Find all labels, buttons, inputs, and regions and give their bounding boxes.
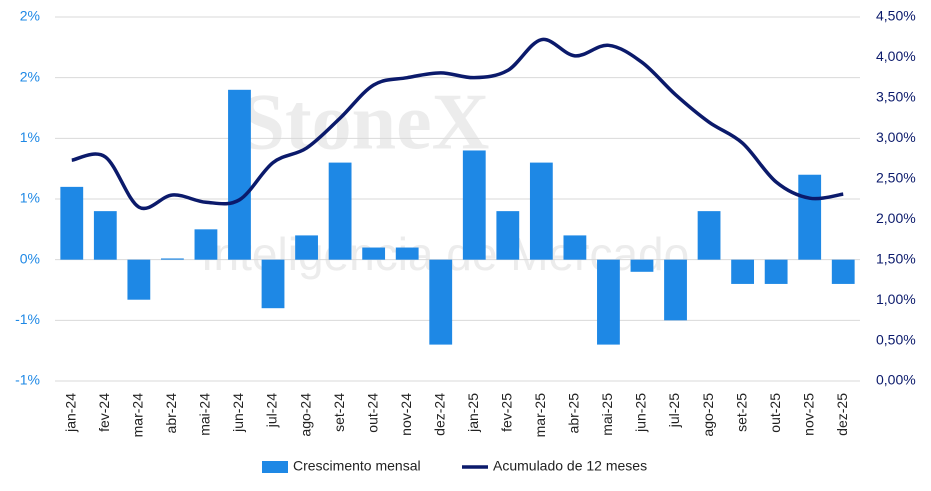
- y2-tick-label: 3,00%: [876, 129, 916, 145]
- bar: [563, 235, 587, 260]
- y-tick-label: 1%: [20, 190, 40, 206]
- y-tick-label: 0%: [20, 250, 40, 266]
- bar: [228, 89, 251, 260]
- bar: [731, 259, 755, 284]
- bar: [429, 259, 453, 345]
- x-tick-label: fev-25: [499, 393, 515, 432]
- bar: [798, 174, 822, 260]
- legend-label: Acumulado de 12 meses: [493, 458, 647, 474]
- legend-label: Crescimento mensal: [293, 458, 421, 474]
- x-tick-label: mai-25: [599, 393, 615, 436]
- x-tick-label: set-25: [733, 393, 749, 432]
- y-tick-label: 1%: [20, 129, 40, 145]
- y2-tick-label: 0,00%: [876, 372, 916, 388]
- x-tick-label: abr-25: [566, 393, 582, 434]
- x-tick-label: jun-25: [633, 393, 649, 433]
- x-tick-label: dez-25: [834, 393, 850, 436]
- x-tick-label: set-24: [331, 393, 347, 432]
- bar: [127, 259, 151, 300]
- bar: [664, 259, 687, 321]
- x-tick-label: fev-24: [96, 393, 112, 432]
- bar: [697, 211, 721, 260]
- bar: [462, 150, 486, 260]
- y-tick-label: -1%: [15, 372, 40, 388]
- y2-tick-label: 2,00%: [876, 210, 916, 226]
- y-tick-label: 2%: [20, 68, 40, 84]
- x-tick-label: jun-24: [230, 393, 246, 433]
- x-tick-label: mar-24: [130, 393, 146, 438]
- y2-tick-label: 4,00%: [876, 48, 916, 64]
- bar: [831, 259, 855, 284]
- x-tick-label: jul-24: [264, 393, 280, 428]
- x-tick-label: jul-25: [666, 393, 682, 428]
- y2-tick-label: 2,50%: [876, 169, 916, 185]
- y2-tick-label: 1,00%: [876, 291, 916, 307]
- bar: [764, 259, 788, 284]
- bar: [60, 186, 84, 260]
- x-tick-label: mar-25: [532, 393, 548, 438]
- y-tick-label: 2%: [20, 8, 40, 24]
- bar: [630, 259, 654, 272]
- x-tick-label: abr-24: [163, 393, 179, 434]
- x-tick-label: ago-24: [297, 393, 313, 437]
- bar: [295, 235, 318, 260]
- bar: [93, 211, 117, 260]
- bar: [328, 162, 352, 260]
- bar: [529, 162, 553, 260]
- bar: [362, 247, 386, 260]
- bar: [496, 211, 520, 260]
- y2-tick-label: 1,50%: [876, 250, 916, 266]
- bar: [395, 247, 419, 260]
- x-tick-label: dez-24: [431, 393, 447, 436]
- x-tick-label: out-24: [364, 393, 380, 433]
- line: [71, 37, 844, 211]
- y2-tick-label: 3,50%: [876, 89, 916, 105]
- x-tick-label: jan-25: [465, 393, 481, 433]
- x-tick-label: nov-25: [800, 393, 816, 436]
- x-tick-label: jan-24: [62, 393, 78, 433]
- x-tick-label: nov-24: [398, 393, 414, 436]
- bar: [160, 258, 184, 260]
- y2-tick-label: 0,50%: [876, 331, 916, 347]
- y-tick-label: -1%: [15, 311, 40, 327]
- y2-tick-label: 4,50%: [876, 8, 916, 24]
- bar: [261, 259, 285, 309]
- x-tick-label: mai-24: [197, 393, 213, 436]
- x-tick-label: ago-25: [700, 393, 716, 437]
- bar: [597, 259, 620, 345]
- bar: [194, 229, 218, 260]
- x-tick-label: out-25: [767, 393, 783, 433]
- legend-swatch: [262, 461, 288, 473]
